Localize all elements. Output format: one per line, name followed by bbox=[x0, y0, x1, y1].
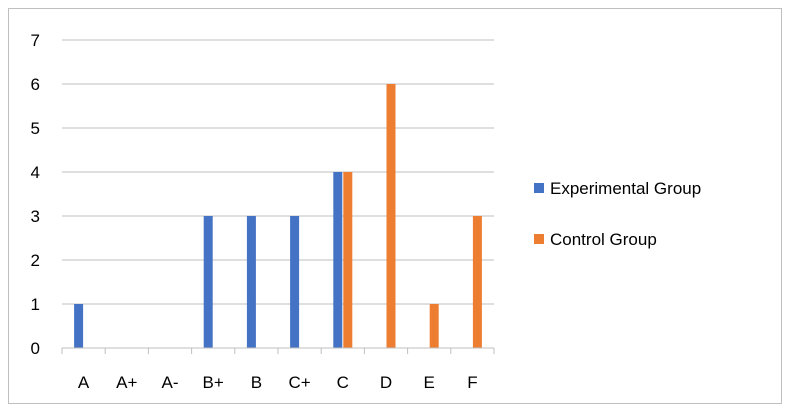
bar-experimental-group bbox=[333, 172, 343, 348]
x-tick-label: C+ bbox=[288, 373, 310, 392]
bar-experimental-group bbox=[246, 216, 256, 348]
y-axis-tick-labels: 0 1 2 3 4 5 6 7 bbox=[31, 31, 40, 358]
bar-experimental-group bbox=[203, 216, 213, 348]
axes bbox=[61, 347, 495, 354]
y-tick-label: 5 bbox=[31, 119, 40, 138]
bar-control-group bbox=[386, 84, 396, 348]
x-axis-tick-labels: A A+ A- B+ B C+ C D E F bbox=[78, 373, 478, 392]
x-tick-label: B bbox=[251, 373, 262, 392]
x-tick-label: A+ bbox=[116, 373, 137, 392]
x-tick-label: C bbox=[337, 373, 349, 392]
gridlines bbox=[62, 39, 494, 305]
y-tick-label: 2 bbox=[31, 251, 40, 270]
x-tick-label: F bbox=[467, 373, 477, 392]
x-tick-label: E bbox=[424, 373, 435, 392]
y-tick-label: 3 bbox=[31, 207, 40, 226]
legend: Experimental Group Control Group bbox=[534, 179, 701, 249]
bar-experimental-group bbox=[290, 216, 300, 348]
legend-swatch bbox=[534, 234, 544, 244]
x-tick-label: B+ bbox=[203, 373, 224, 392]
y-tick-label: 0 bbox=[31, 339, 40, 358]
bar-control-group bbox=[343, 172, 353, 348]
x-tick-label: D bbox=[380, 373, 392, 392]
x-tick-label: A bbox=[78, 373, 90, 392]
bar-control-group bbox=[472, 216, 482, 348]
bar-control-group bbox=[429, 304, 439, 348]
y-tick-label: 1 bbox=[31, 295, 40, 314]
bars bbox=[74, 84, 482, 348]
legend-label: Control Group bbox=[550, 230, 657, 249]
y-tick-label: 6 bbox=[31, 75, 40, 94]
x-tick-label: A- bbox=[162, 373, 179, 392]
y-tick-label: 4 bbox=[31, 163, 40, 182]
bar-experimental-group bbox=[74, 304, 84, 348]
legend-label: Experimental Group bbox=[550, 179, 701, 198]
legend-swatch bbox=[534, 183, 544, 193]
y-tick-label: 7 bbox=[31, 31, 40, 50]
